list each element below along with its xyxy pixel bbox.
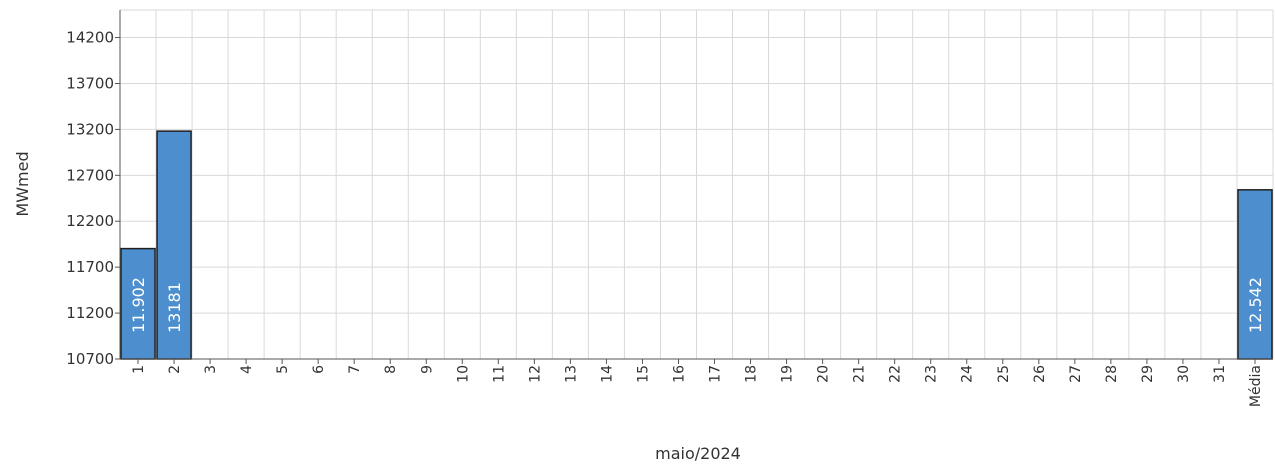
x-tick-label: 20 [816,365,832,383]
x-tick-label: 6 [311,365,327,374]
y-axis-ticks: 10700 11200 11700 12200 12700 13200 13700 14200 [66,29,120,368]
y-tick-label: 10700 [66,350,114,368]
bar [120,247,156,360]
x-tick-label: 9 [419,365,435,374]
x-tick-label: 8 [383,365,399,374]
bar-data-label: 12.542 [1246,277,1265,333]
y-tick-label: 11200 [66,304,114,322]
x-tick-label: 10 [455,365,471,383]
x-tick-label: 17 [708,365,724,383]
x-axis-title: maio/2024 [655,444,741,463]
x-tick-label: 14 [599,365,615,383]
x-tick-label: 15 [635,365,651,383]
axes [119,10,1273,360]
bar [156,130,192,360]
x-tick-label: 19 [780,365,796,383]
x-tick-label: 26 [1032,365,1048,383]
x-tick-label: 16 [671,365,687,383]
x-tick-label: 11 [491,365,507,383]
x-tick-label: 24 [960,365,976,383]
x-tick-label: 7 [347,365,363,374]
x-tick-label: Média [1248,365,1264,407]
x-tick-label: 25 [996,365,1012,383]
y-tick-label: 13700 [66,74,114,92]
y-tick-label: 12700 [66,166,114,184]
x-tick-label: 12 [527,365,543,383]
y-tick-label: 11700 [66,258,114,276]
y-axis-title: MWmed [13,151,32,216]
x-tick-label: 23 [924,365,940,383]
x-tick-label: 30 [1176,365,1192,383]
x-tick-label: 31 [1212,365,1228,383]
x-tick-label: 4 [239,365,255,374]
bar-data-label: 11.902 [129,277,148,333]
bar [1237,189,1273,360]
y-tick-label: 12200 [66,212,114,230]
x-tick-label: 27 [1068,365,1084,383]
y-tick-label: 13200 [66,120,114,138]
x-tick-label: 5 [275,365,291,374]
x-tick-label: 2 [167,365,183,374]
y-tick-label: 14200 [66,29,114,47]
x-tick-label: 1 [131,365,147,374]
grid-lines [120,9,1274,359]
x-tick-label: 18 [744,365,760,383]
x-tick-label: 22 [888,365,904,383]
x-tick-label: 3 [203,365,219,374]
x-axis-ticks: 1 2 3 4 5 6 7 8 9 10 11 12 13 14 15 16 17 18 19 20 21 22 23 24 2… [131,359,1264,407]
x-tick-label: 21 [852,365,868,383]
bar-data-label: 13181 [165,282,184,333]
bars [120,130,1273,360]
x-tick-label: 13 [563,365,579,383]
data-labels: 11.902 13181 12.542 [129,277,1265,333]
x-tick-label: 29 [1140,365,1156,383]
x-tick-label: 28 [1104,365,1120,383]
